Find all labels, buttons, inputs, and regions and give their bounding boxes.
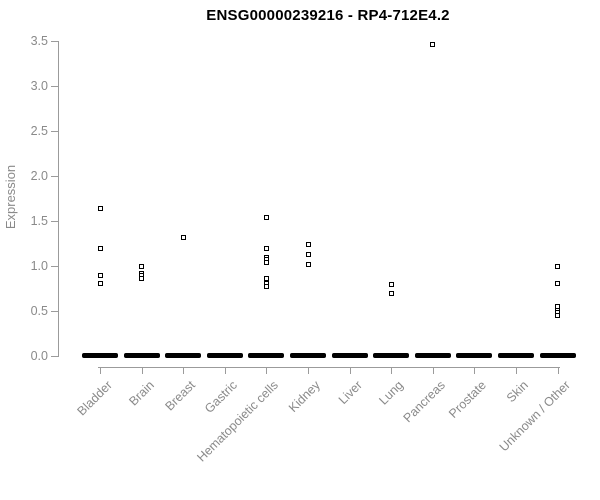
zero-cluster-bar [539,352,576,358]
y-tick [51,311,58,312]
y-tick-label: 0.0 [30,349,48,363]
x-axis-line [98,367,560,368]
data-point [305,251,311,257]
data-point [555,264,561,270]
zero-cluster-bar [498,352,534,358]
y-tick [51,356,58,357]
data-point [305,241,311,247]
data-point [305,261,311,267]
zero-cluster-bar [373,352,410,358]
x-tick [266,368,268,374]
data-point [555,313,561,318]
chart-title: ENSG00000239216 - RP4-712E4.2 [206,7,450,24]
x-tick [391,368,393,374]
data-point [180,234,186,240]
data-point [430,42,436,48]
y-axis-label: Expression [3,164,18,230]
data-point [388,282,394,288]
y-tick-label: 2.5 [30,124,48,138]
data-point [97,273,103,279]
y-axis-line [58,41,59,357]
x-tick [516,368,517,374]
data-point [139,263,145,269]
x-tick [557,368,559,374]
x-tick [432,368,434,374]
data-point [97,205,103,211]
x-tick [349,368,351,374]
y-tick-label: 3.5 [30,34,48,48]
zero-cluster-bar [206,352,243,358]
data-point [263,245,269,251]
data-point [97,245,103,251]
x-tick [100,368,101,374]
zero-cluster-bar [414,352,451,358]
zero-cluster-bar [82,352,118,358]
x-tick [308,368,309,374]
zero-cluster-bar [165,352,202,358]
x-tick [474,368,476,374]
data-point [263,214,269,220]
zero-cluster-bar [290,352,326,358]
y-tick-label: 0.5 [30,304,48,318]
data-point [139,276,145,282]
y-tick-label: 3.0 [30,79,48,93]
zero-cluster-bar [248,352,285,358]
data-point [555,280,561,286]
y-tick [51,41,58,42]
x-tick [224,368,226,374]
zero-cluster-bar [456,352,493,358]
y-tick [51,86,58,87]
data-point [263,284,269,290]
y-tick-label: 2.0 [30,169,48,183]
y-tick [51,221,58,222]
zero-cluster-bar [331,352,368,358]
y-tick [51,176,58,177]
x-tick [183,368,185,374]
y-tick [51,266,58,267]
zero-cluster-bar [123,352,160,358]
data-point [263,259,269,265]
x-tick [141,368,143,374]
y-tick-label: 1.5 [30,214,48,228]
y-tick-label: 1.0 [30,259,48,273]
y-tick [51,131,58,132]
data-point [97,280,103,286]
data-point [388,291,394,297]
